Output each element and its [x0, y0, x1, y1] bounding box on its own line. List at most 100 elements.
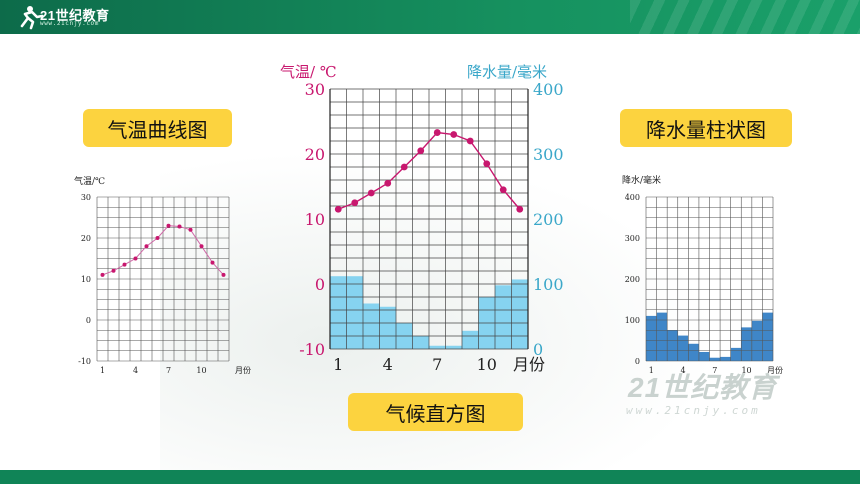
precip-bar — [741, 327, 752, 361]
y-tick-label: -10 — [78, 357, 91, 366]
temp-curve-label: 气温曲线图 — [83, 109, 232, 147]
temp-point — [155, 236, 160, 240]
precip-bar — [429, 345, 446, 349]
temp-point — [111, 268, 116, 273]
temp-tick-label: 10 — [305, 210, 325, 229]
precip-tick-label: 300 — [533, 145, 564, 164]
temp-tick-label: 30 — [305, 80, 325, 99]
precip-bar — [511, 279, 528, 349]
x-tick-label: 7 — [166, 366, 171, 375]
x-tick-label: 7 — [432, 355, 442, 374]
left-axis-title: 气温/ ℃ — [280, 63, 337, 81]
temp-point — [384, 179, 392, 187]
temp-point — [367, 189, 375, 197]
precip-bar — [677, 335, 689, 361]
temp-point — [166, 223, 171, 228]
precip-tick-label: 200 — [533, 210, 564, 229]
precip-tick-label: 400 — [533, 80, 564, 99]
x-tick-label: 1 — [649, 366, 654, 375]
y-tick-label: 0 — [86, 316, 91, 325]
precip-bar — [495, 285, 512, 349]
precip-bar-chart: 降水/毫米 0 100 200 300 400 1 4 7 10 月份 — [622, 174, 783, 375]
temp-tick-label: 20 — [305, 145, 325, 164]
x-tick-label: 10 — [741, 366, 751, 375]
temp-point — [433, 129, 441, 136]
y-tick-label: 400 — [625, 193, 640, 202]
temp-point — [499, 186, 507, 194]
y-axis-title: 气温/℃ — [74, 175, 105, 187]
brand-url: www.21cnjy.com — [40, 20, 99, 27]
temp-point — [483, 160, 491, 168]
precip-bar — [412, 336, 429, 349]
temp-tick-label: 0 — [315, 275, 325, 294]
precip-bar — [720, 356, 731, 361]
temp-point — [466, 137, 474, 145]
climate-chart-label: 气候直方图 — [348, 393, 523, 431]
x-tick-label: 1 — [100, 366, 105, 375]
temp-point — [199, 244, 204, 249]
precip-bar — [730, 347, 742, 361]
x-tick-label: 4 — [133, 366, 138, 375]
x-axis-unit: 月份 — [513, 355, 545, 374]
watermark-text: 21世纪教育 — [628, 372, 778, 403]
precip-bar — [379, 306, 396, 349]
temp-point — [100, 272, 105, 277]
precip-tick-label: 0 — [533, 340, 543, 359]
x-tick-label: 10 — [196, 366, 206, 375]
x-axis-unit: 月份 — [767, 365, 783, 375]
temp-point — [516, 205, 524, 213]
temp-point — [450, 131, 458, 138]
header-bar: 21世纪教育 www.21cnjy.com — [0, 0, 860, 34]
y-axis-title: 降水/毫米 — [622, 174, 661, 186]
temp-point — [177, 224, 182, 229]
temp-point — [417, 147, 425, 155]
precip-bar — [646, 315, 657, 361]
temp-line — [102, 225, 224, 276]
x-tick-label: 7 — [712, 366, 717, 375]
precip-bar — [656, 312, 668, 361]
temp-point — [351, 199, 359, 207]
y-tick-label: 20 — [81, 234, 91, 243]
precip-bar — [346, 276, 363, 349]
temp-point — [144, 244, 149, 249]
temp-tick-label: -10 — [299, 340, 325, 359]
right-axis-title: 降水量/毫米 — [467, 63, 547, 81]
y-tick-label: 300 — [625, 234, 640, 243]
precip-bar — [667, 330, 678, 361]
precip-bar — [751, 320, 763, 361]
y-tick-label: 10 — [81, 275, 91, 284]
y-tick-label: 30 — [81, 193, 91, 202]
y-tick-label: 0 — [635, 357, 640, 366]
y-tick-label: 100 — [625, 316, 640, 325]
x-tick-label: 10 — [477, 355, 497, 374]
temp-point — [210, 260, 215, 265]
precip-bar — [698, 351, 710, 361]
temp-curve-chart: 气温/℃ -10 0 10 20 30 1 4 7 10 月份 — [74, 175, 251, 375]
precip-bar — [709, 357, 721, 361]
watermark-url: www.21cnjy.com — [626, 404, 761, 417]
temp-point — [133, 256, 138, 261]
temp-point — [400, 163, 408, 171]
x-tick-label: 4 — [383, 355, 393, 374]
runner-logo-icon — [20, 6, 44, 30]
x-axis-unit: 月份 — [235, 365, 251, 375]
precip-bar — [462, 330, 479, 349]
precip-bar — [688, 343, 699, 361]
temp-point — [188, 227, 193, 232]
precip-bar — [762, 312, 773, 361]
precip-tick-label: 100 — [533, 275, 564, 294]
temp-point — [221, 272, 226, 277]
x-tick-label: 4 — [680, 366, 685, 375]
header-stripes — [630, 0, 860, 34]
precip-bar — [363, 303, 380, 349]
temp-point — [334, 205, 342, 213]
footer-bar — [0, 470, 860, 484]
brand-mark[interactable]: 21世纪教育 — [40, 8, 110, 23]
y-tick-label: 200 — [625, 275, 640, 284]
precip-bar — [330, 276, 347, 349]
x-tick-label: 1 — [333, 355, 343, 374]
precip-bars-label: 降水量柱状图 — [620, 109, 792, 147]
temp-point — [122, 262, 127, 267]
